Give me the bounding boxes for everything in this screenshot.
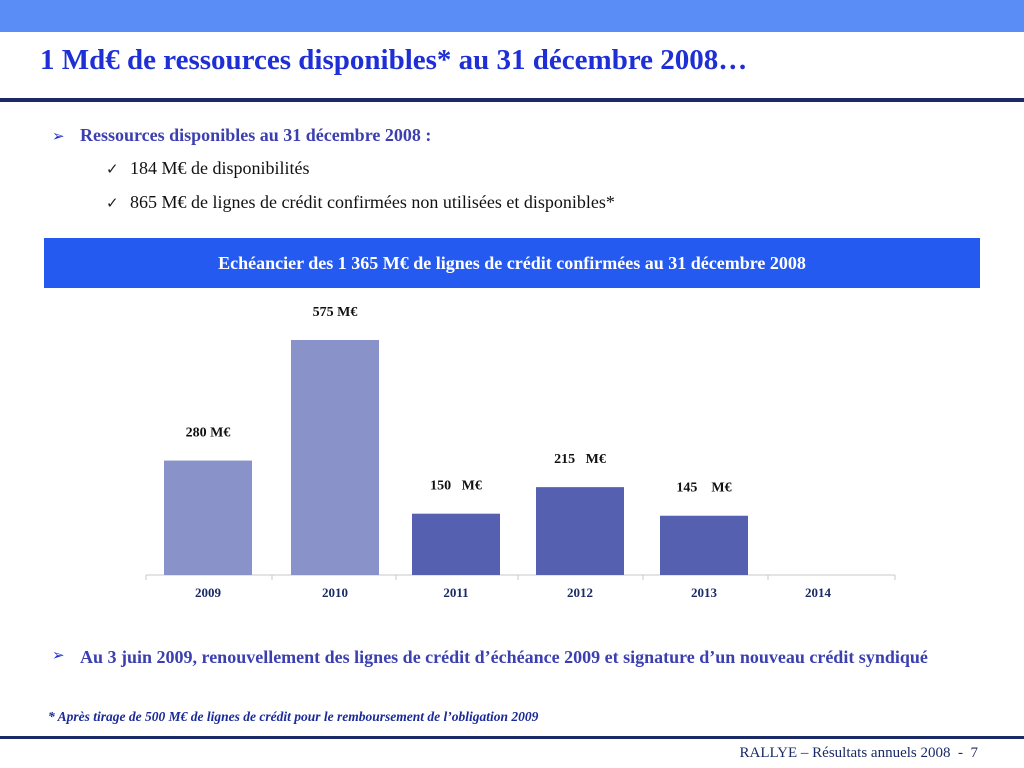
- checkmark-icon: ✓: [106, 160, 119, 178]
- bullet-resources: ➢ Ressources disponibles au 31 décembre …: [52, 125, 431, 146]
- x-tick-label: 2014: [805, 585, 832, 600]
- arrow-bullet-icon: ➢: [52, 127, 65, 145]
- sub-bullet-cash-text: 184 M€ de disponibilités: [130, 158, 310, 178]
- arrow-bullet-icon: ➢: [52, 646, 65, 664]
- bar-2011: [412, 513, 500, 575]
- bullet-resources-text: Ressources disponibles au 31 décembre 20…: [80, 125, 432, 145]
- title-divider: [0, 98, 1024, 102]
- bar-value-label: 280 M€: [186, 426, 231, 441]
- bar-value-label: 150 M€: [430, 479, 482, 494]
- page-title: 1 Md€ de ressources disponibles* au 31 d…: [40, 44, 748, 76]
- bar-value-label: 215 M€: [554, 452, 606, 467]
- footer-text: RALLYE – Résultats annuels 2008 - 7: [739, 745, 978, 761]
- bullet-renewal: ➢ Au 3 juin 2009, renouvellement des lig…: [52, 646, 952, 669]
- x-tick-label: 2011: [443, 585, 468, 600]
- bar-value-label: 575 M€: [313, 305, 358, 320]
- x-tick-label: 2013: [691, 585, 718, 600]
- chart-header: Echéancier des 1 365 M€ de lignes de cré…: [44, 238, 980, 288]
- bar-value-label: 145 M€: [676, 481, 731, 496]
- bullet-renewal-text: Au 3 juin 2009, renouvellement des ligne…: [80, 647, 928, 667]
- sub-bullet-credit-lines-text: 865 M€ de lignes de crédit confirmées no…: [130, 192, 615, 212]
- x-tick-label: 2009: [195, 585, 222, 600]
- bar-2013: [660, 515, 748, 575]
- footnote: * Après tirage de 500 M€ de lignes de cr…: [48, 709, 539, 724]
- bar-2010: [291, 340, 379, 575]
- sub-bullet-cash: ✓ 184 M€ de disponibilités: [106, 158, 310, 179]
- bar-2012: [536, 487, 624, 575]
- x-tick-label: 2012: [567, 585, 593, 600]
- footer-divider: [0, 736, 1024, 739]
- maturity-bar-chart: 280 M€ 2009 575 M€ 2010 150 M€ 2011 215 M€ 2012…: [145, 305, 896, 600]
- x-tick-label: 2010: [322, 585, 348, 600]
- sub-bullet-credit-lines: ✓ 865 M€ de lignes de crédit confirmées …: [106, 192, 615, 213]
- bar-2009: [164, 460, 252, 575]
- checkmark-icon: ✓: [106, 194, 119, 212]
- top-banner: [0, 0, 1024, 32]
